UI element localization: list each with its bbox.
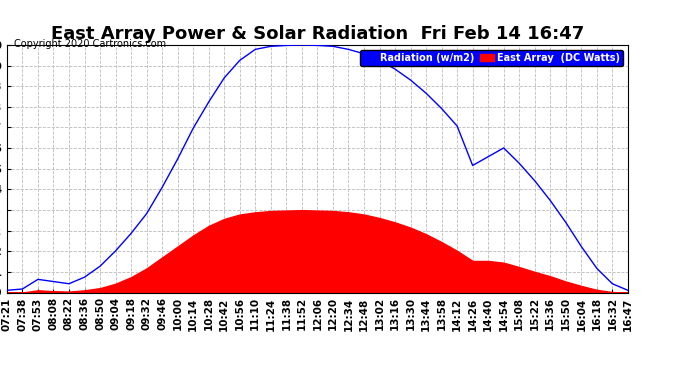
Legend: Radiation (w/m2), East Array  (DC Watts): Radiation (w/m2), East Array (DC Watts) <box>360 50 623 66</box>
Text: Copyright 2020 Cartronics.com: Copyright 2020 Cartronics.com <box>14 39 166 50</box>
Title: East Array Power & Solar Radiation  Fri Feb 14 16:47: East Array Power & Solar Radiation Fri F… <box>51 26 584 44</box>
